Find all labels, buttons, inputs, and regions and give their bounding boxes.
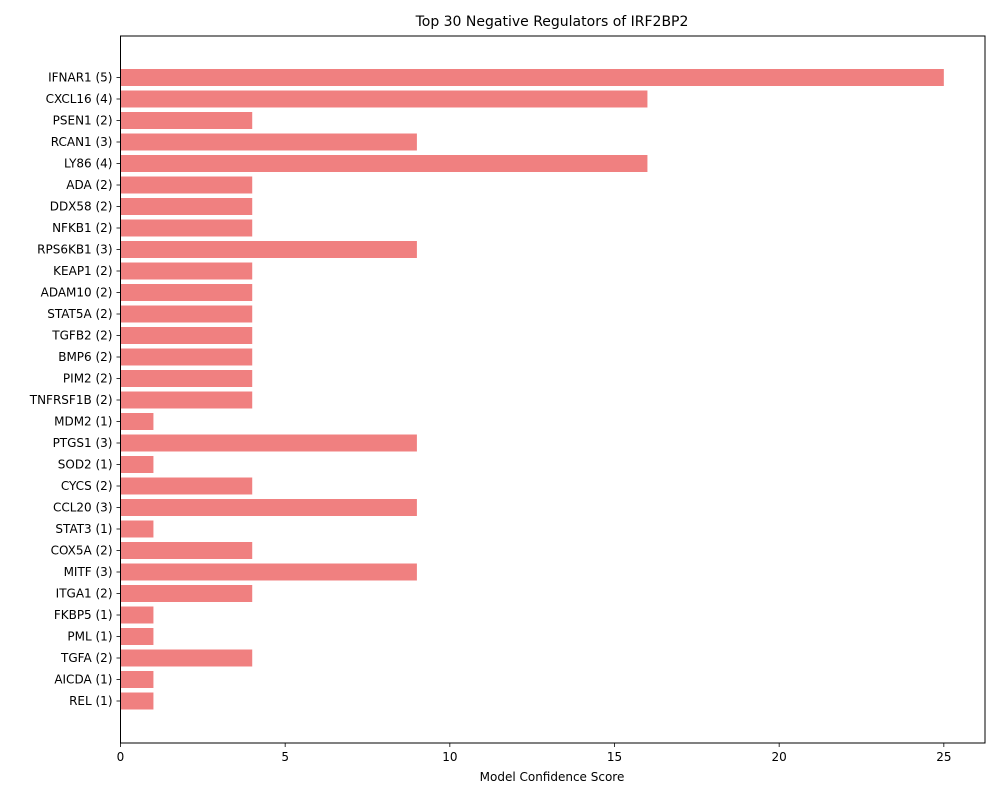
y-tick-label: RCAN1 (3) xyxy=(51,135,113,149)
bar-fkbp5-1 xyxy=(120,606,154,624)
bar-keap1-2 xyxy=(120,262,253,280)
y-tick-label: TGFA (2) xyxy=(60,651,112,665)
bar-psen1-2 xyxy=(120,112,253,129)
bar-cox5a-2 xyxy=(120,542,253,559)
y-tick-label: TGFB2 (2) xyxy=(51,329,112,343)
bar-stat5a-2 xyxy=(120,305,253,323)
y-tick-label: SOD2 (1) xyxy=(58,458,113,472)
x-tick-label: 15 xyxy=(607,750,622,764)
y-tick-label: PML (1) xyxy=(67,630,112,644)
bar-cycs-2 xyxy=(120,477,253,495)
y-tick-label: ADA (2) xyxy=(66,178,112,192)
bar-nfkb1-2 xyxy=(120,219,253,237)
bar-tgfb2-2 xyxy=(120,327,253,344)
y-tick-label: CXCL16 (4) xyxy=(46,92,113,106)
bar-ifnar1-5 xyxy=(120,69,944,86)
y-tick-label: CCL20 (3) xyxy=(53,501,113,515)
x-axis-ticks: 0 5 10 15 20 25 xyxy=(117,743,951,764)
bar-mdm2-1 xyxy=(120,413,154,430)
y-tick-label: MDM2 (1) xyxy=(54,415,112,429)
y-tick-label: STAT3 (1) xyxy=(55,522,112,536)
bar-itga1-2 xyxy=(120,585,253,602)
x-axis-label: Model Confidence Score xyxy=(480,770,625,784)
y-tick-label: ITGA1 (2) xyxy=(56,587,113,601)
plot-frame xyxy=(120,35,986,744)
y-tick-label: PIM2 (2) xyxy=(63,372,113,386)
bar-rel-1 xyxy=(120,692,154,710)
chart-title: Top 30 Negative Regulators of IRF2BP2 xyxy=(415,14,689,30)
y-tick-label: STAT5A (2) xyxy=(47,307,112,321)
bar-ccl20-3 xyxy=(120,499,417,516)
bar-adam10-2 xyxy=(120,284,253,301)
x-tick-label: 20 xyxy=(772,750,787,764)
y-tick-label: MITF (3) xyxy=(64,565,113,579)
x-tick-label: 10 xyxy=(442,750,457,764)
bar-ddx58-2 xyxy=(120,198,253,215)
y-tick-label: LY86 (4) xyxy=(64,157,113,171)
y-tick-label: ADAM10 (2) xyxy=(41,286,113,300)
y-tick-label: CYCS (2) xyxy=(61,479,113,493)
bar-sod2-1 xyxy=(120,456,154,473)
bar-rcan1-3 xyxy=(120,133,417,151)
y-axis-ticks: IFNAR1 (5) CXCL16 (4) PSEN1 (2) RCAN1 (3) LY… xyxy=(29,71,121,708)
x-tick-label: 0 xyxy=(117,750,125,764)
y-tick-label: DDX58 (2) xyxy=(50,200,113,214)
y-tick-label: KEAP1 (2) xyxy=(53,264,112,278)
y-tick-label: COX5A (2) xyxy=(51,544,113,558)
bar-ly86-4 xyxy=(120,155,648,172)
bar-aicda-1 xyxy=(120,671,154,688)
y-tick-label: TNFRSF1B (2) xyxy=(29,393,113,407)
bar-stat3-1 xyxy=(120,520,154,538)
y-tick-label: AICDA (1) xyxy=(54,673,112,687)
bar-pim2-2 xyxy=(120,370,253,387)
y-tick-label: IFNAR1 (5) xyxy=(48,71,112,85)
x-tick-label: 5 xyxy=(281,750,289,764)
y-tick-label: NFKB1 (2) xyxy=(52,221,112,235)
y-tick-label: FKBP5 (1) xyxy=(54,608,113,622)
y-tick-label: PSEN1 (2) xyxy=(53,114,113,128)
y-tick-label: BMP6 (2) xyxy=(58,350,112,364)
bar-ptgs1-3 xyxy=(120,434,417,452)
bars-group xyxy=(120,69,944,710)
y-tick-label: RPS6KB1 (3) xyxy=(37,243,112,257)
bar-tnfrsf1b-2 xyxy=(120,391,253,409)
y-tick-label: PTGS1 (3) xyxy=(53,436,113,450)
bar-pml-1 xyxy=(120,628,154,645)
x-tick-label: 25 xyxy=(936,750,951,764)
bar-bmp6-2 xyxy=(120,348,253,366)
bar-mitf-3 xyxy=(120,563,417,581)
bar-cxcl16-4 xyxy=(120,90,648,108)
bar-rps6kb1-3 xyxy=(120,241,417,258)
bar-tgfa-2 xyxy=(120,649,253,667)
bar-ada-2 xyxy=(120,176,253,194)
y-tick-label: REL (1) xyxy=(69,694,112,708)
